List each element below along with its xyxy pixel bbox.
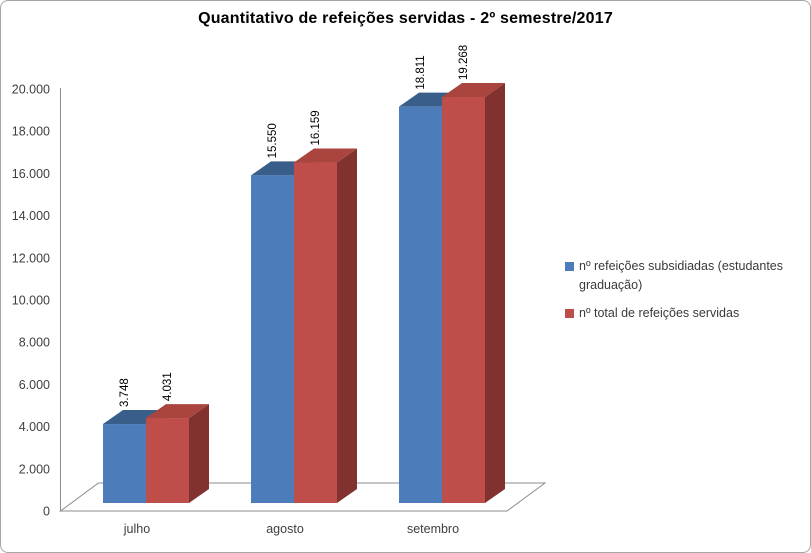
- bar-side-total-setembro: [485, 83, 505, 503]
- legend-item-subsidiadas: nº refeições subsidiadas (estudantes gra…: [565, 257, 807, 295]
- legend-swatch-blue-icon: [565, 262, 574, 271]
- y-axis-tick-label: 18.000: [12, 125, 50, 139]
- bar-top-total-julho: [146, 404, 209, 419]
- bar-subsidiadas-agosto: [251, 175, 294, 503]
- data-label-subsidiadas-julho: 3.748: [119, 378, 131, 407]
- legend: nº refeições subsidiadas (estudantes gra…: [565, 257, 807, 332]
- legend-label-subsidiadas: nº refeições subsidiadas (estudantes gra…: [579, 259, 783, 292]
- data-label-total-setembro: 19.268: [458, 45, 470, 80]
- bar-side-total-julho: [189, 404, 209, 503]
- data-label-total-agosto: 16.159: [310, 110, 322, 145]
- data-label-subsidiadas-agosto: 15.550: [267, 123, 279, 158]
- x-axis-label-agosto: agosto: [266, 522, 304, 536]
- chart-title: Quantitativo de refeições servidas - 2º …: [198, 10, 613, 27]
- bar-total-agosto: [294, 162, 337, 503]
- y-axis-tick-label: 6.000: [19, 378, 50, 392]
- y-axis-tick-label: 16.000: [12, 167, 50, 181]
- legend-swatch-red-icon: [565, 309, 574, 318]
- y-axis-tick-label: 8.000: [19, 336, 50, 350]
- y-axis-tick-label: 12.000: [12, 251, 50, 265]
- y-axis-tick-label: 10.000: [12, 294, 50, 308]
- data-label-total-julho: 4.031: [162, 372, 174, 401]
- bar-subsidiadas-setembro: [399, 106, 442, 504]
- x-axis-label-setembro: setembro: [407, 522, 459, 536]
- bar-total-setembro: [442, 97, 485, 503]
- bar-top-total-agosto: [294, 148, 357, 163]
- legend-label-total: nº total de refeições servidas: [579, 306, 740, 320]
- y-axis-tick-label: 2.000: [19, 462, 50, 476]
- data-label-subsidiadas-setembro: 18.811: [415, 55, 427, 89]
- bar-side-total-agosto: [337, 148, 357, 503]
- y-axis-tick-label: 14.000: [12, 209, 50, 223]
- y-axis-tick-label: 20.000: [12, 83, 50, 97]
- y-axis-tick-label: 0: [43, 505, 50, 519]
- legend-item-total: nº total de refeições servidas: [565, 304, 807, 323]
- bar-top-total-setembro: [442, 83, 505, 98]
- x-axis-label-julho: julho: [123, 522, 150, 536]
- y-axis-tick-label: 4.000: [19, 420, 50, 434]
- bar-total-julho: [146, 418, 189, 503]
- bar-subsidiadas-julho: [103, 424, 146, 503]
